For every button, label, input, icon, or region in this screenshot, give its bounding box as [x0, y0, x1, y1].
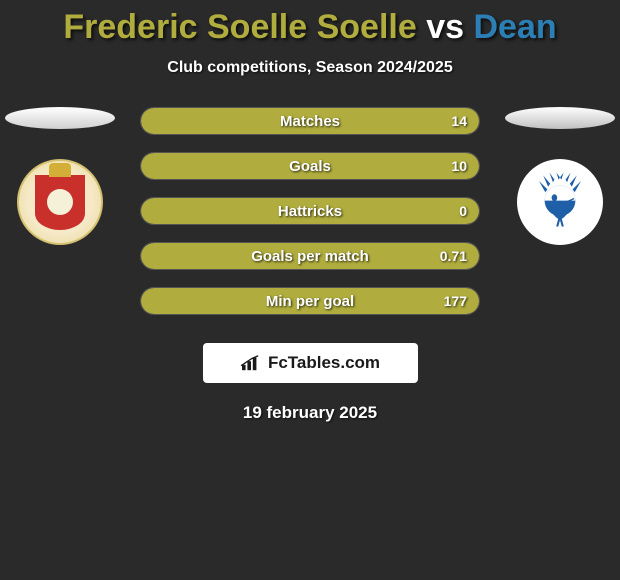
gent-indian-icon: [525, 167, 595, 237]
stat-row: Goals per match0.71: [140, 242, 480, 270]
mechelen-shield-icon: [35, 175, 85, 230]
comparison-title: Frederic Soelle Soelle vs Dean: [0, 0, 620, 47]
site-label: FcTables.com: [268, 353, 380, 373]
stat-label: Matches: [141, 108, 479, 134]
stat-label: Goals: [141, 153, 479, 179]
bar-chart-icon: [240, 354, 262, 372]
stat-row: Goals10: [140, 152, 480, 180]
site-badge[interactable]: FcTables.com: [203, 343, 418, 383]
player2-club-logo: [517, 159, 603, 245]
stats-bars: Matches14 Goals10 Hattricks0 Goals per matc…: [140, 107, 480, 315]
stat-value-right: 177: [444, 288, 467, 314]
stat-row: Matches14: [140, 107, 480, 135]
player1-column: [0, 107, 120, 245]
stat-value-right: 14: [451, 108, 467, 134]
player2-photo-placeholder: [505, 107, 615, 129]
subtitle: Club competitions, Season 2024/2025: [0, 59, 620, 77]
stat-label: Hattricks: [141, 198, 479, 224]
stat-value-right: 10: [451, 153, 467, 179]
title-vs: vs: [417, 8, 474, 46]
stat-row: Min per goal177: [140, 287, 480, 315]
stat-row: Hattricks0: [140, 197, 480, 225]
player1-photo-placeholder: [5, 107, 115, 129]
stat-label: Min per goal: [141, 288, 479, 314]
comparison-content: Matches14 Goals10 Hattricks0 Goals per matc…: [0, 107, 620, 315]
stat-label: Goals per match: [141, 243, 479, 269]
stat-value-right: 0.71: [440, 243, 467, 269]
date-label: 19 february 2025: [0, 403, 620, 423]
title-player2: Dean: [473, 8, 556, 46]
player1-club-logo: [17, 159, 103, 245]
player2-column: [500, 107, 620, 245]
title-player1: Frederic Soelle Soelle: [63, 8, 416, 46]
stat-value-right: 0: [459, 198, 467, 224]
